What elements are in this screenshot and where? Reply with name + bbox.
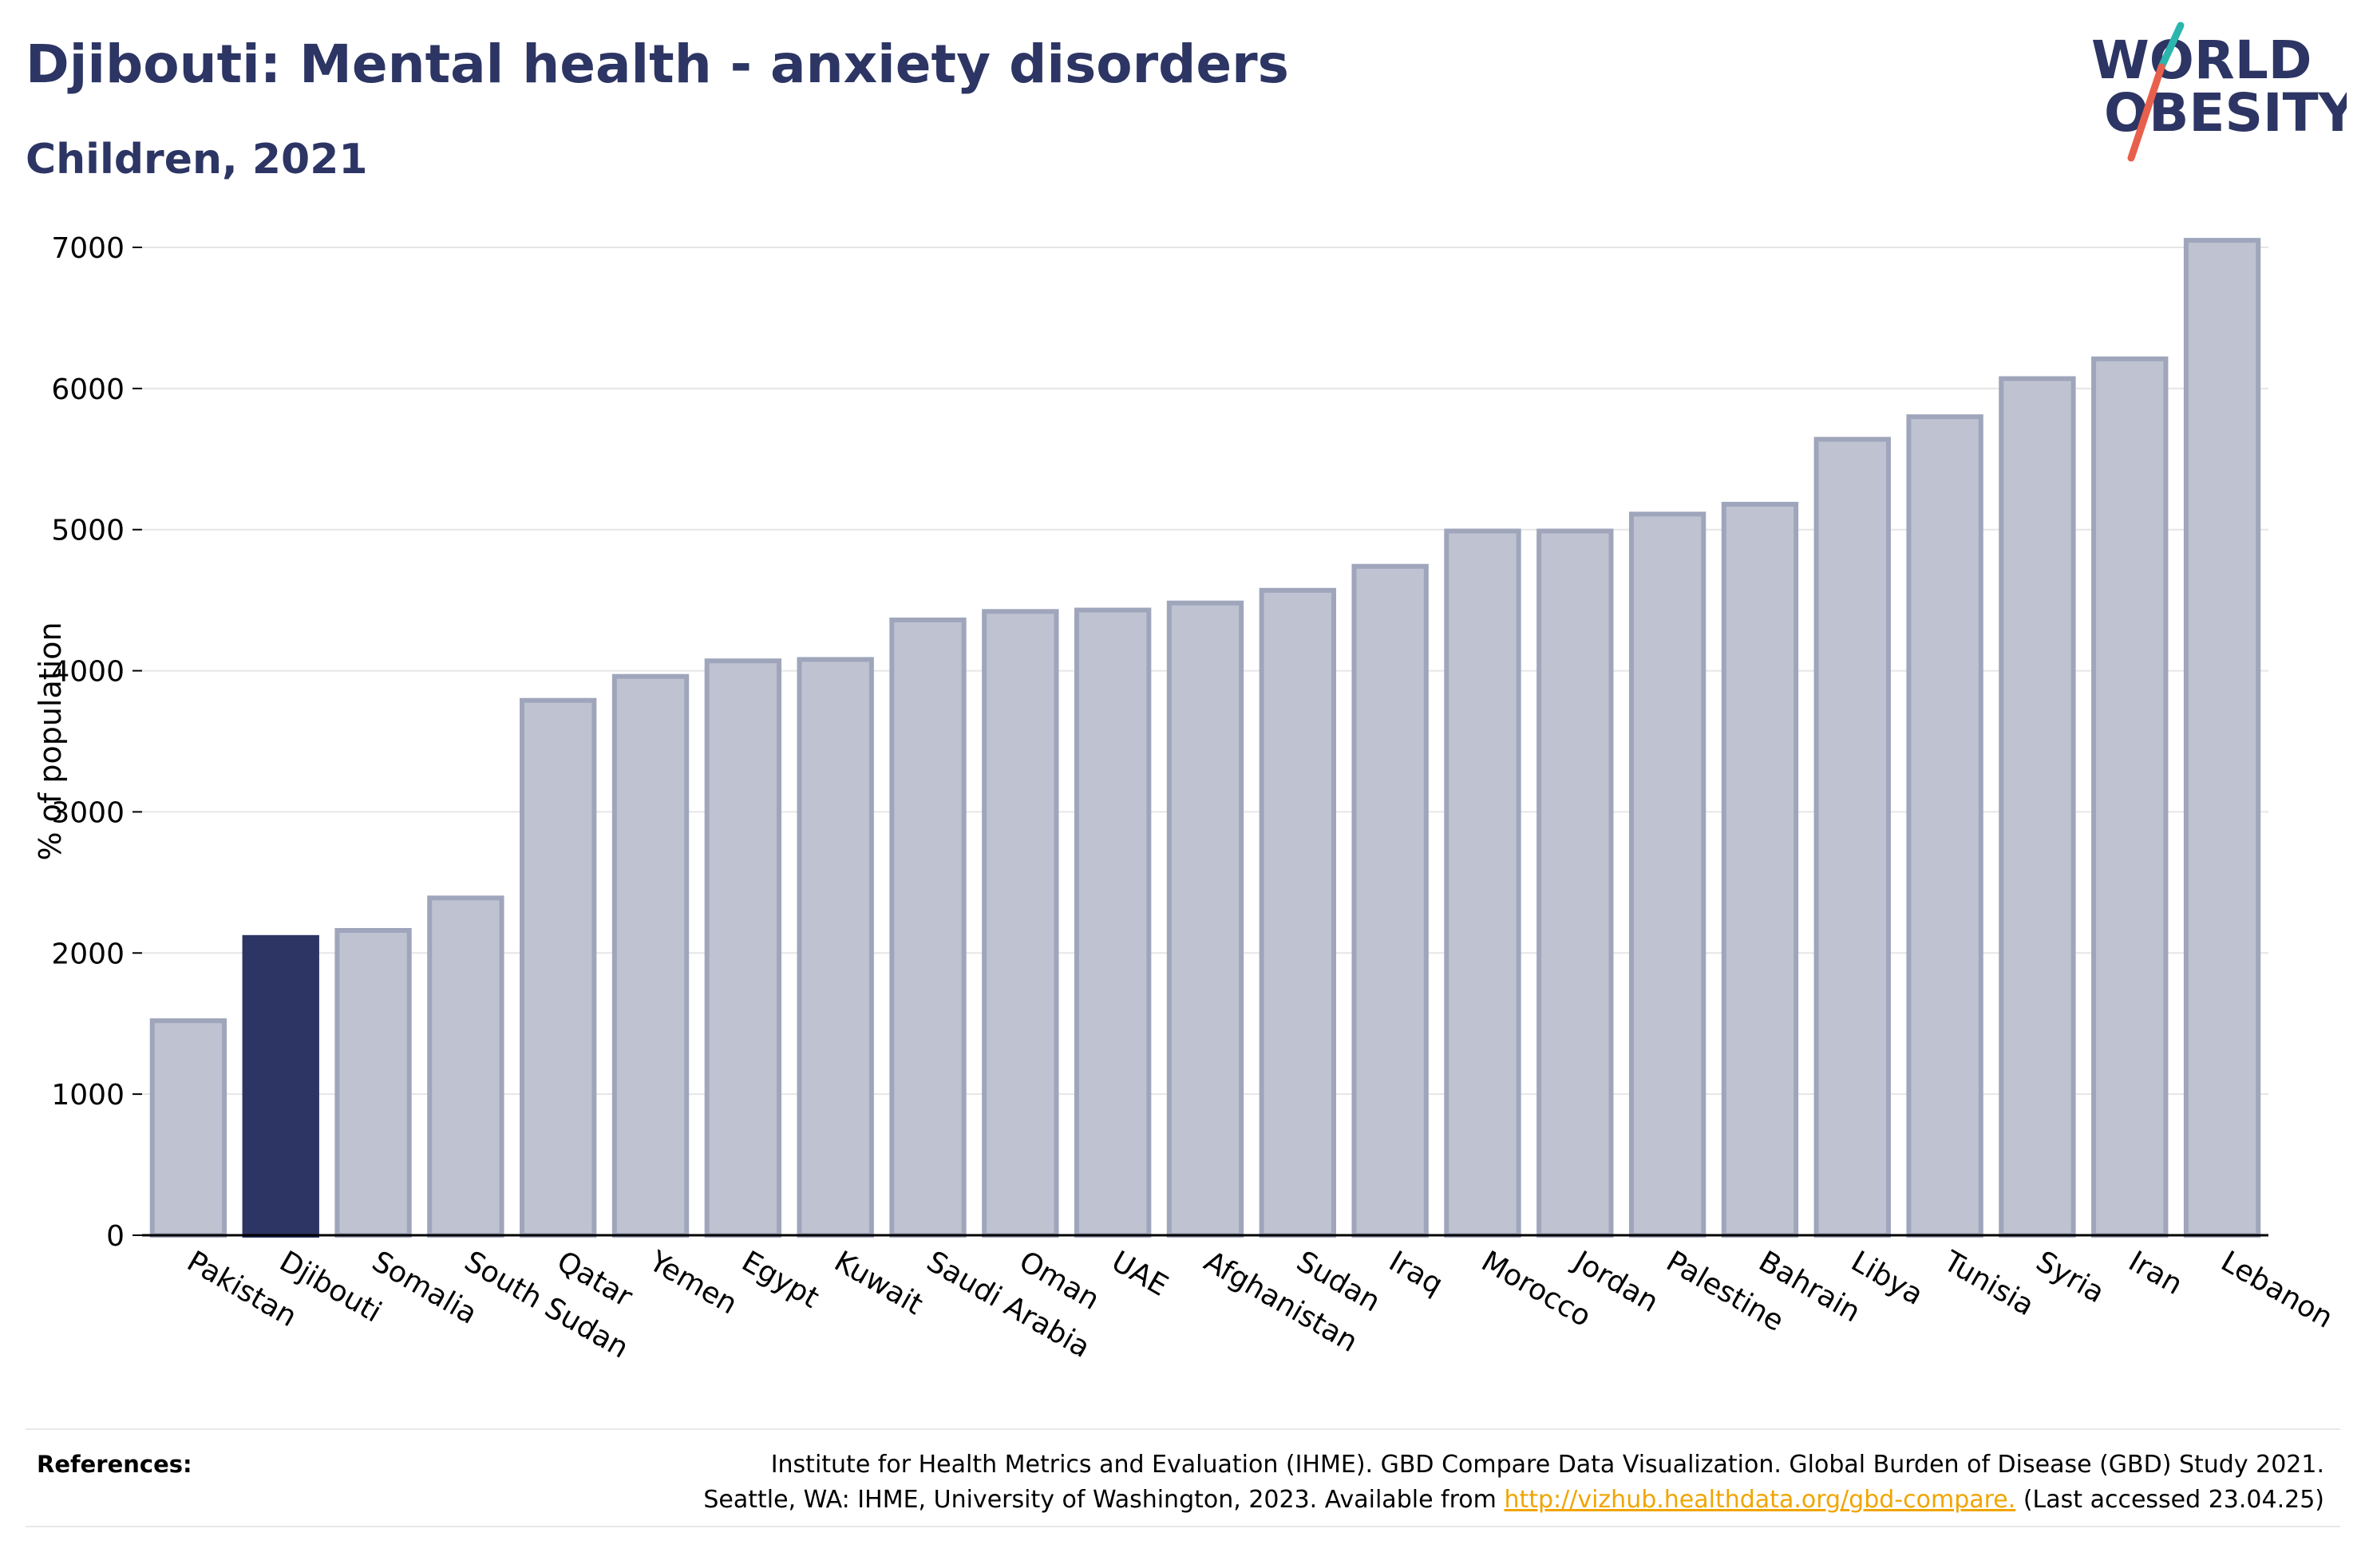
logo-slash-top [2157, 22, 2185, 71]
axes [132, 247, 2268, 1237]
reference-line-2-suffix: (Last accessed 23.04.25) [2023, 1486, 2324, 1514]
x-tick-label: Lebanon [2216, 1245, 2339, 1335]
y-tick-label: 4000 [51, 656, 125, 689]
x-tick-label: UAE [1106, 1245, 1173, 1302]
bar-iraq [1351, 563, 1429, 1238]
bar-bahrain [1721, 501, 1799, 1238]
footer-divider-bottom [26, 1526, 2340, 1527]
bar-kuwait [797, 657, 874, 1238]
world-obesity-logo: WORLD OBESITY [2091, 22, 2347, 162]
bar-jordan [1536, 528, 1614, 1238]
references-label: References: [37, 1451, 192, 1478]
bar-somalia [334, 927, 412, 1238]
x-tick-label: Kuwait [829, 1245, 928, 1321]
y-tick-label: 3000 [51, 796, 125, 829]
page-subtitle: Children, 2021 [26, 136, 368, 184]
y-tick-label: 7000 [51, 232, 125, 265]
bar-tunisia [1906, 414, 1983, 1238]
bar-lebanon [2183, 238, 2261, 1238]
bar-oman [982, 609, 1059, 1238]
y-axis-label: % of population [33, 622, 68, 860]
logo-slash-bottom [2127, 63, 2165, 162]
reference-link[interactable]: http://vizhub.healthdata.org/gbd-compare… [1504, 1486, 2016, 1514]
bar-south-sudan [427, 895, 504, 1238]
y-tick-label: 0 [106, 1220, 125, 1253]
y-tick-label: 1000 [51, 1079, 125, 1112]
reference-line-2-prefix: Seattle, WA: IHME, University of Washing… [703, 1486, 1497, 1514]
bar-uae [1074, 607, 1152, 1238]
logo-line-1: WORLD [2091, 30, 2312, 91]
bars [149, 238, 2261, 1238]
y-tick-labels: 0 1000 2000 3000 4000 5000 6000 7000 [51, 232, 125, 1253]
bar-libya [1813, 436, 1891, 1238]
bar-pakistan [149, 1018, 227, 1238]
bar-iran [2091, 356, 2169, 1238]
footer-divider-top [26, 1428, 2340, 1430]
x-tick-label: Syria [2031, 1245, 2110, 1309]
bar-saudi-arabia [889, 617, 967, 1238]
x-tick-label: Iraq [1383, 1245, 1448, 1301]
x-tick-label: Iran [2123, 1245, 2188, 1301]
bar-djibouti [242, 934, 319, 1238]
bar-afghanistan [1166, 600, 1244, 1238]
page-title: Djibouti: Mental health - anxiety disord… [26, 34, 1289, 95]
bar-sudan [1259, 587, 1336, 1238]
bar-palestine [1628, 511, 1706, 1238]
bar-morocco [1444, 528, 1521, 1238]
bar-yemen [611, 673, 690, 1238]
x-tick-label: Yemen [643, 1245, 743, 1321]
y-tick-label: 2000 [51, 938, 125, 970]
references-text: Institute for Health Metrics and Evaluat… [409, 1448, 2324, 1518]
bar-egypt [704, 658, 782, 1238]
bar-syria [1999, 376, 2076, 1238]
reference-line-1: Institute for Health Metrics and Evaluat… [770, 1451, 2324, 1479]
bar-qatar [520, 697, 597, 1238]
x-tick-label: Egypt [736, 1245, 824, 1314]
y-tick-label: 5000 [51, 515, 125, 547]
y-tick-label: 6000 [51, 373, 125, 406]
bar-chart: 0 1000 2000 3000 4000 5000 6000 7000 PakistanDj… [33, 232, 2339, 1365]
x-tick-label: Tunisia [1937, 1245, 2039, 1322]
x-tick-label: Somalia [366, 1245, 482, 1331]
